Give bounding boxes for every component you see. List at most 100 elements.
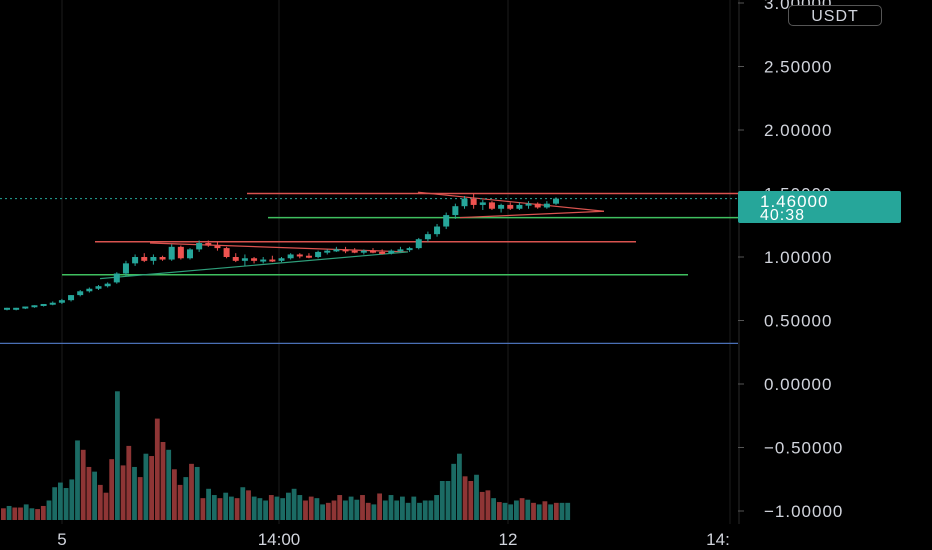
- volume-bar: [422, 500, 428, 520]
- volume-bar: [519, 498, 525, 520]
- volume-bar: [40, 505, 46, 520]
- volume-bar: [268, 495, 274, 520]
- volume-bar: [525, 499, 531, 520]
- volume-bar: [548, 504, 553, 520]
- candle-body: [150, 257, 157, 261]
- y-tick-label: 0.50000: [764, 312, 832, 331]
- candle-body: [415, 239, 422, 249]
- candle-body: [461, 198, 468, 207]
- volume-bar: [35, 509, 40, 520]
- volume-bar: [371, 504, 377, 520]
- candle-body: [543, 203, 550, 208]
- volume-bar: [12, 507, 18, 520]
- volume-bar: [223, 492, 229, 520]
- volume-bar: [115, 391, 120, 520]
- volume-bar: [542, 501, 548, 520]
- candle-body: [49, 302, 56, 305]
- candle-body: [452, 206, 459, 216]
- volume-bar: [154, 418, 160, 520]
- candle-body: [315, 251, 322, 257]
- last-price-tag: 1.46000 40:38: [738, 191, 901, 224]
- currency-label: USDT: [811, 8, 859, 25]
- candle-body: [534, 203, 541, 208]
- volume-bar: [445, 481, 451, 520]
- triangle-upper-right: [417, 191, 605, 212]
- volume-bar: [565, 502, 571, 520]
- x-tick-label: 14:00: [258, 530, 301, 549]
- candle-body: [223, 248, 230, 257]
- volume-bar: [382, 500, 388, 520]
- volume-bar: [434, 495, 439, 520]
- volume-bar: [394, 500, 400, 520]
- candle-body: [498, 204, 505, 209]
- volume-bar: [377, 493, 382, 520]
- y-tick-label: −0.50000: [764, 439, 843, 458]
- candle-body: [388, 250, 395, 254]
- candle-body: [296, 254, 303, 257]
- candle-body: [22, 306, 29, 309]
- candle-body: [470, 198, 477, 205]
- volume-bar: [189, 463, 194, 520]
- candle-body: [342, 249, 349, 252]
- candle-body: [31, 305, 38, 308]
- volume-bar: [343, 500, 348, 520]
- candle-body: [351, 250, 358, 253]
- candle-body: [187, 249, 193, 259]
- volume-bar: [86, 466, 92, 520]
- candle-body: [241, 258, 248, 261]
- candle-body: [525, 203, 532, 206]
- candle-body: [379, 251, 386, 254]
- candle-body: [553, 198, 559, 204]
- candle-body: [305, 255, 312, 258]
- volume-bar: [149, 456, 154, 520]
- volume-bar: [325, 502, 331, 520]
- volume-bar: [137, 477, 143, 520]
- volume-bar: [92, 471, 97, 520]
- currency-badge[interactable]: USDT: [788, 5, 882, 26]
- volume-bar: [553, 502, 559, 520]
- volume-bar: [485, 490, 491, 520]
- volume-bar: [6, 505, 12, 520]
- candle-body: [488, 202, 495, 209]
- candle-body: [434, 226, 441, 235]
- volume-bar: [388, 495, 394, 520]
- volume-bar: [400, 496, 405, 520]
- volume-bar: [206, 488, 211, 520]
- volume-bar: [297, 495, 303, 520]
- volume-bar: [405, 502, 411, 520]
- volume-bar: [200, 498, 206, 520]
- x-tick-label: 12: [499, 530, 518, 549]
- volume-bar: [143, 453, 149, 520]
- candle-body: [360, 250, 367, 253]
- candle-body: [68, 295, 75, 301]
- triangle-upper-left: [149, 242, 409, 253]
- volume-bar: [126, 445, 132, 520]
- candle-body: [4, 307, 10, 310]
- volume-bar: [502, 502, 508, 520]
- volume-bar: [308, 496, 314, 520]
- candle-body: [397, 249, 404, 252]
- candle-body: [205, 243, 212, 246]
- candle-body: [77, 291, 84, 296]
- volume-bar: [160, 442, 166, 520]
- x-tick-label: 5: [57, 530, 66, 549]
- volume-bar: [348, 496, 354, 520]
- volume-bar: [280, 498, 286, 520]
- x-tick-label: 14:: [706, 530, 730, 549]
- volume-bar: [360, 495, 365, 520]
- y-tick-label: 2.50000: [764, 58, 832, 77]
- last-price-value: 1.46000: [760, 192, 829, 211]
- volume-bar: [177, 484, 183, 520]
- volume-bar: [286, 492, 291, 520]
- volume-bar: [75, 440, 80, 520]
- y-tick-label: −1.00000: [764, 502, 843, 521]
- candle-body: [104, 283, 111, 287]
- volume-bar: [257, 498, 263, 520]
- volume-bar: [217, 498, 223, 520]
- volume-bar: [439, 481, 445, 520]
- volume-bar: [229, 496, 234, 520]
- candle-body: [40, 303, 47, 306]
- candle-countdown: 40:38: [760, 207, 806, 224]
- triangle-lower-right: [459, 210, 605, 219]
